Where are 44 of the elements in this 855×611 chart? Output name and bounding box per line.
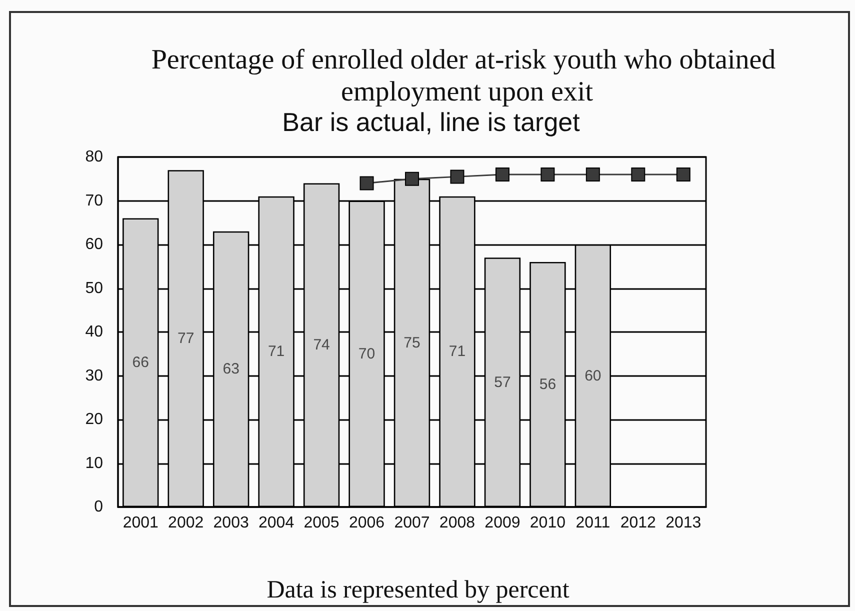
x-tick-label: 2008: [439, 514, 476, 532]
y-tick-label: 70: [85, 192, 104, 210]
data-label: 63: [222, 360, 240, 378]
text: Data is represented by percent: [266, 576, 570, 604]
y-tick-label: 0: [94, 498, 104, 516]
y-tick-label: 30: [85, 367, 104, 384]
data-label: 71: [448, 343, 466, 360]
data-label: 66: [132, 354, 149, 372]
x-tick-label: 2011: [576, 514, 610, 532]
point: [540, 168, 555, 182]
chart-subtitle: Bar is actual, line is target: [282, 107, 581, 137]
point: [360, 176, 374, 190]
x-tick-label: 2005: [304, 514, 340, 532]
chart-title: Percentage of enrolled older at-risk youth who obtained employment upon exit: [151, 44, 783, 108]
point: [586, 168, 600, 182]
data-label: 77: [178, 330, 194, 348]
y-tick-label: 80: [85, 148, 104, 166]
x-tick-label: 2003: [213, 514, 249, 532]
data-label: 60: [584, 367, 602, 384]
x-tick-label: 2009: [484, 514, 520, 532]
y-tick-label: 60: [85, 236, 104, 253]
x-tick-label: 2001: [122, 514, 159, 532]
point: [405, 172, 419, 186]
y-tick-label: 50: [85, 280, 104, 297]
x-tick-label: 2006: [348, 514, 385, 532]
x-tick-label: 2002: [168, 514, 204, 532]
y-tick-label: 10: [85, 454, 104, 472]
data-label: 71: [268, 343, 285, 360]
point: [676, 168, 690, 182]
x-tick-label: 2004: [258, 514, 294, 532]
x-tick-label: 2007: [394, 514, 430, 532]
data-label: 56: [539, 376, 556, 393]
point: [631, 168, 646, 182]
x-tick-label: 2010: [530, 514, 566, 532]
data-label: 57: [494, 374, 511, 391]
data-label: 75: [404, 334, 420, 352]
x-tick-label: 2012: [620, 514, 656, 532]
y-tick-label: 20: [85, 411, 104, 428]
x-tick-label: 2013: [666, 514, 702, 532]
point: [495, 168, 510, 182]
data-label: 70: [358, 345, 376, 362]
y-tick-label: 40: [85, 324, 104, 340]
point: [450, 170, 464, 184]
data-label: 74: [313, 336, 330, 354]
